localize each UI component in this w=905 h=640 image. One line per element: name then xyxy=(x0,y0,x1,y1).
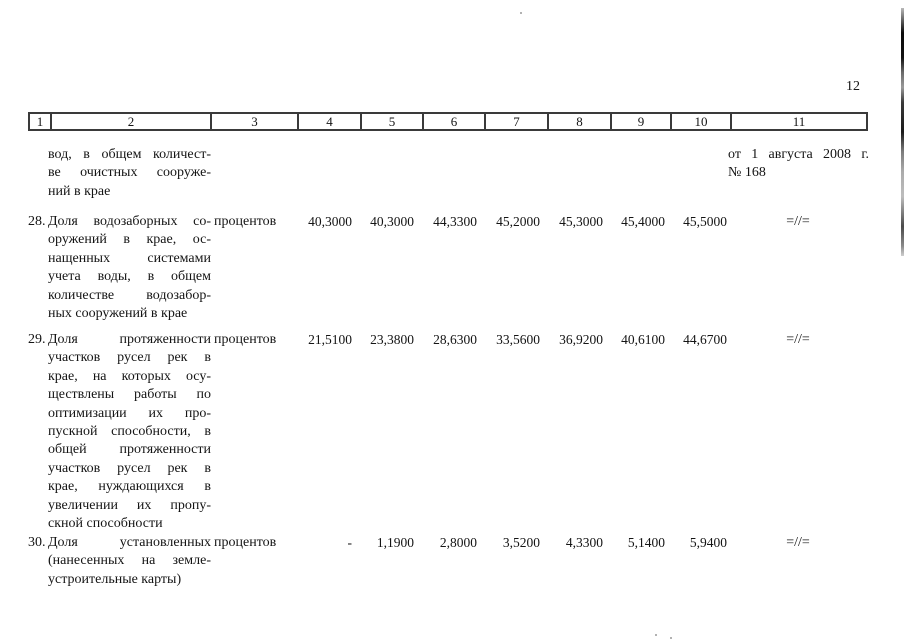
indicator-name-line: количестве водозабор- xyxy=(48,287,211,303)
unit-of-measure: процентов xyxy=(214,535,277,550)
value-col-8: 45,3000 xyxy=(559,214,603,229)
header-cell-7: 7 xyxy=(484,114,547,129)
value-col-4: 21,5100 xyxy=(308,332,352,347)
value-col-5: 1,1900 xyxy=(376,535,414,550)
indicator-name-line: ных сооружений в крае xyxy=(48,306,188,322)
row-number: 29. xyxy=(28,332,46,347)
scan-speck xyxy=(520,12,522,14)
value-col-7: 33,5600 xyxy=(496,332,540,347)
indicator-name-line: устроительные карты) xyxy=(48,571,182,587)
header-cell-5: 5 xyxy=(360,114,422,129)
unit-of-measure: процентов xyxy=(214,332,277,347)
value-col-5: 40,3000 xyxy=(370,214,414,229)
indicator-name-continuation: вод, в общем количест-ве очистных сооруж… xyxy=(48,146,211,201)
value-col-6: 2,8000 xyxy=(439,535,477,550)
header-cell-2: 2 xyxy=(50,114,210,129)
indicator-name-line: Доля протяженности xyxy=(48,332,211,347)
header-cell-4: 4 xyxy=(297,114,360,129)
scan-artifact-line xyxy=(901,8,904,256)
value-col-9: 45,4000 xyxy=(621,214,665,229)
decree-note: от 1 августа 2008 г. № 168 xyxy=(728,146,869,183)
indicator-name: Доля протяженности участков русел рек в кр… xyxy=(48,331,211,533)
value-col-4: - xyxy=(347,535,353,550)
table-header-row: 1 2 3 4 5 6 7 8 9 10 11 xyxy=(28,112,868,131)
header-cell-9: 9 xyxy=(610,114,670,129)
indicator-name-line: Доля установленных xyxy=(48,535,211,550)
indicator-name-line: (нанесенных на земле- xyxy=(48,553,211,569)
header-cell-10: 10 xyxy=(670,114,730,129)
value-col-8: 4,3300 xyxy=(565,535,603,550)
header-cell-11: 11 xyxy=(730,114,866,129)
scan-speck xyxy=(670,637,672,639)
indicator-name-line: участков русел рек в xyxy=(48,460,211,476)
header-cell-8: 8 xyxy=(547,114,610,129)
indicator-name-line: участков русел рек в xyxy=(48,350,211,366)
header-cell-6: 6 xyxy=(422,114,484,129)
indicator-name-line: ний в крае xyxy=(48,183,111,199)
value-col-10: 5,9400 xyxy=(689,535,727,550)
indicator-name-line: Доля водозаборных со- xyxy=(48,214,211,229)
value-col-4: 40,3000 xyxy=(308,214,352,229)
indicator-name-line: вод, в общем количест- xyxy=(48,147,211,162)
indicator-name-line: ществлены работы по xyxy=(48,387,211,403)
header-cell-3: 3 xyxy=(210,114,297,129)
indicator-name-line: оптимизации их про- xyxy=(48,405,211,421)
scan-speck xyxy=(655,634,657,636)
header-cell-1: 1 xyxy=(36,114,44,129)
decree-note-number: № 168 xyxy=(728,165,766,181)
value-col-10: 45,5000 xyxy=(683,214,727,229)
value-col-7: 3,5200 xyxy=(502,535,540,550)
page-number: 12 xyxy=(846,79,860,94)
indicator-name-line: оружений в крае, ос- xyxy=(48,232,211,248)
unit-of-measure: процентов xyxy=(214,214,277,229)
indicator-name-line: нащенных системами xyxy=(48,250,211,266)
indicator-name-line: крае, нуждающихся в xyxy=(48,479,211,495)
value-col-9: 40,6100 xyxy=(621,332,665,347)
decree-note-date: от 1 августа 2008 г. xyxy=(728,147,869,162)
row-number: 30. xyxy=(28,535,46,550)
indicator-name-line: увеличении их пропу- xyxy=(48,497,211,513)
value-col-6: 44,3300 xyxy=(433,214,477,229)
value-col-5: 23,3800 xyxy=(370,332,414,347)
indicator-name-line: ве очистных сооруже- xyxy=(48,165,211,181)
indicator-name-line: учета воды, в общем xyxy=(48,269,211,285)
indicator-name: Доля водозаборных со-оружений в крае, ос… xyxy=(48,213,211,323)
value-col-7: 45,2000 xyxy=(496,214,540,229)
value-col-6: 28,6300 xyxy=(433,332,477,347)
indicator-name-line: крае, на которых осу- xyxy=(48,368,211,384)
repeat-mark: =//= xyxy=(786,332,810,347)
indicator-name: Доля установленных (нанесенных на земле-у… xyxy=(48,534,211,589)
value-col-10: 44,6700 xyxy=(683,332,727,347)
indicator-name-line: скной способности xyxy=(48,516,163,532)
repeat-mark: =//= xyxy=(786,214,810,229)
indicator-name-line: общей протяженности xyxy=(48,442,211,458)
value-col-8: 36,9200 xyxy=(559,332,603,347)
repeat-mark: =//= xyxy=(786,535,810,550)
indicator-name-line: пускной способности, в xyxy=(48,424,211,440)
row-number: 28. xyxy=(28,214,46,229)
value-col-9: 5,1400 xyxy=(627,535,665,550)
